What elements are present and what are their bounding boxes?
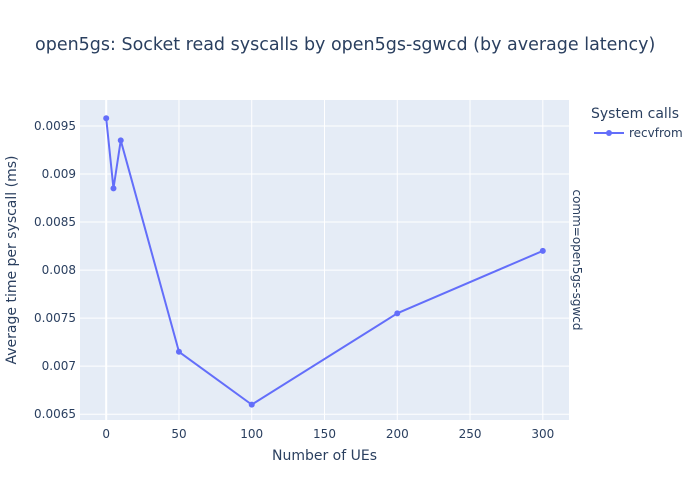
x-tick-label: 100: [240, 427, 263, 441]
data-point: [110, 185, 117, 192]
x-tick-label: 250: [459, 427, 482, 441]
x-tick-labels: 0 50 100 150 200 250 300: [102, 427, 554, 441]
data-point: [539, 247, 546, 254]
x-tick-label: 50: [171, 427, 186, 441]
legend-marker: [606, 130, 612, 136]
y-tick-label: 0.007: [42, 359, 76, 373]
y-axis-title: Average time per syscall (ms): [4, 156, 20, 365]
legend-label: recvfrom: [629, 126, 683, 140]
data-point: [248, 401, 255, 408]
data-point: [103, 115, 110, 122]
series-layer: [103, 115, 546, 408]
x-axis-title: Number of UEs: [272, 448, 377, 464]
legend-title: System calls: [591, 106, 679, 122]
facet-label: comm=open5gs-sgwcd: [570, 189, 584, 330]
y-tick-label: 0.0095: [34, 119, 76, 133]
data-point: [175, 348, 182, 355]
x-tick-label: 300: [531, 427, 554, 441]
data-point: [394, 310, 401, 317]
x-tick-label: 150: [313, 427, 336, 441]
y-tick-labels: 0.0065 0.007 0.0075 0.008 0.0085 0.009 0.0095: [34, 119, 76, 421]
data-point: [117, 137, 124, 144]
y-tick-label: 0.008: [42, 263, 76, 277]
y-tick-label: 0.0075: [34, 311, 76, 325]
x-tick-label: 200: [386, 427, 409, 441]
grid-lines: [80, 100, 569, 420]
y-tick-label: 0.009: [42, 167, 76, 181]
y-tick-label: 0.0065: [34, 407, 76, 421]
chart-title: open5gs: Socket read syscalls by open5gs…: [35, 35, 655, 55]
y-tick-label: 0.0085: [34, 215, 76, 229]
x-tick-label: 0: [102, 427, 110, 441]
legend: System calls recvfrom: [591, 106, 683, 140]
